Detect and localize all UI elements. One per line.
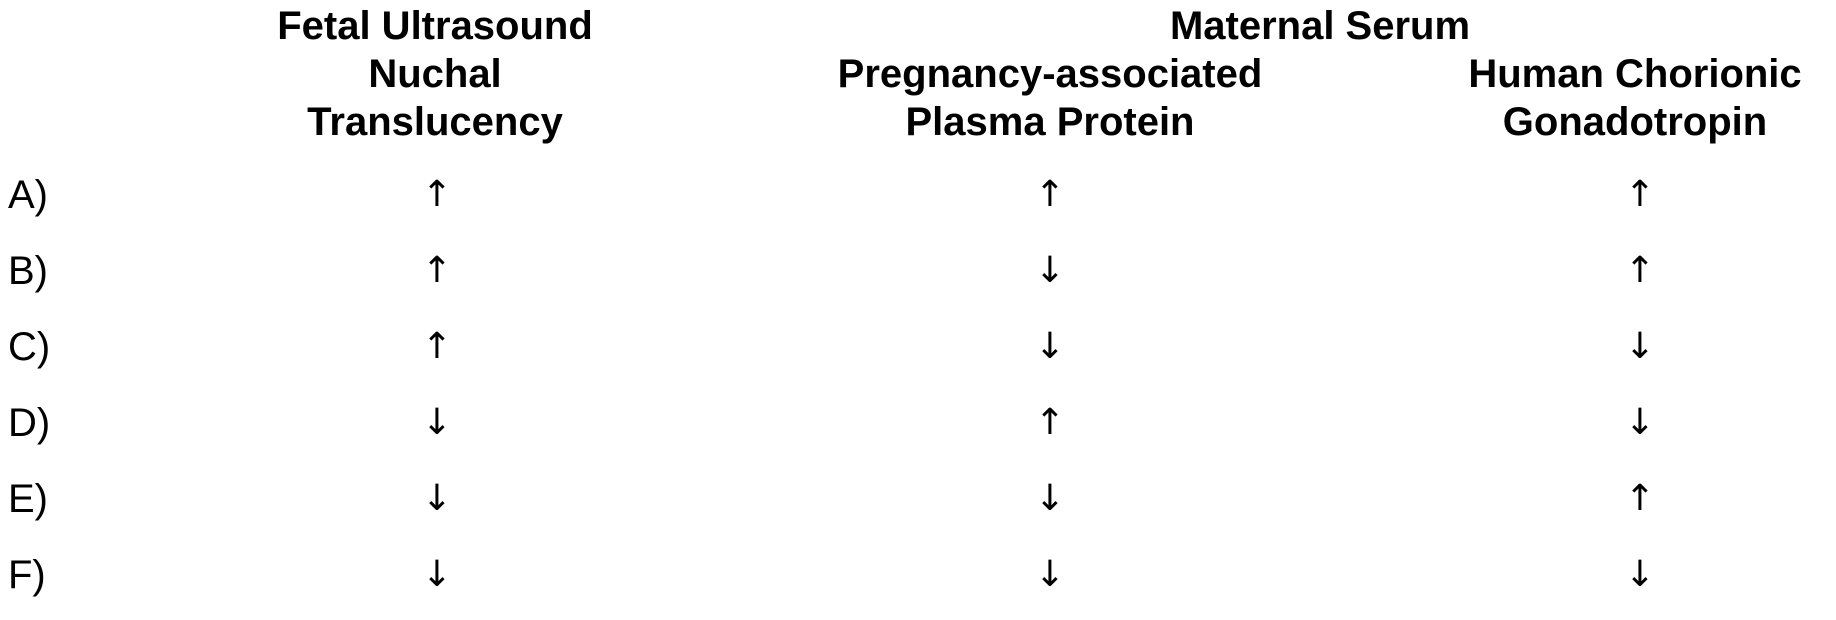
hcg-header: Human Chorionic Gonadotropin bbox=[1440, 50, 1830, 146]
answer-label: F) bbox=[8, 553, 46, 597]
nuchal-arrow-icon: ↓ bbox=[421, 478, 453, 519]
hcg-arrow-icon: ↓ bbox=[1624, 326, 1656, 367]
pappa-arrow-icon: ↓ bbox=[1034, 250, 1066, 291]
answer-row-f: F) ↓ ↓ ↓ bbox=[0, 537, 1836, 613]
answer-label: C) bbox=[8, 325, 51, 369]
pappa-arrow-icon: ↓ bbox=[1034, 554, 1066, 595]
fetal-header-line-1: Fetal Ultrasound bbox=[277, 4, 593, 48]
maternal-serum-header: Maternal Serum bbox=[1169, 4, 1471, 48]
nuchal-arrow-icon: ↑ bbox=[421, 174, 453, 215]
pappa-header-line-2: Plasma Protein bbox=[905, 100, 1195, 144]
pappa-arrow-icon: ↓ bbox=[1034, 326, 1066, 367]
answer-row-e: E) ↓ ↓ ↑ bbox=[0, 461, 1836, 537]
pappa-arrow-icon: ↓ bbox=[1034, 478, 1066, 519]
hcg-arrow-icon: ↑ bbox=[1624, 174, 1656, 215]
fetal-header-line-3: Translucency bbox=[307, 100, 563, 144]
answer-label: B) bbox=[8, 249, 48, 293]
hcg-arrow-icon: ↓ bbox=[1624, 554, 1656, 595]
hcg-header-line-1: Human Chorionic bbox=[1468, 52, 1802, 96]
answer-label: D) bbox=[8, 401, 51, 445]
nuchal-arrow-icon: ↑ bbox=[421, 250, 453, 291]
answer-label: E) bbox=[8, 477, 48, 521]
hcg-arrow-icon: ↓ bbox=[1624, 402, 1656, 443]
hcg-arrow-icon: ↑ bbox=[1624, 478, 1656, 519]
answer-row-c: C) ↑ ↓ ↓ bbox=[0, 309, 1836, 385]
answer-label: A) bbox=[8, 173, 48, 217]
answer-row-a: A) ↑ ↑ ↑ bbox=[0, 157, 1836, 233]
fetal-ultrasound-header: Fetal Ultrasound Nuchal Translucency bbox=[220, 2, 650, 146]
answer-row-b: B) ↑ ↓ ↑ bbox=[0, 233, 1836, 309]
hcg-arrow-icon: ↑ bbox=[1624, 250, 1656, 291]
hcg-header-line-2: Gonadotropin bbox=[1502, 100, 1768, 144]
nuchal-arrow-icon: ↑ bbox=[421, 326, 453, 367]
nuchal-arrow-icon: ↓ bbox=[421, 554, 453, 595]
pappa-arrow-icon: ↑ bbox=[1034, 174, 1066, 215]
fetal-header-line-2: Nuchal bbox=[368, 52, 502, 96]
pappa-header-line-1: Pregnancy-associated bbox=[837, 52, 1263, 96]
nuchal-arrow-icon: ↓ bbox=[421, 402, 453, 443]
pappa-arrow-icon: ↑ bbox=[1034, 402, 1066, 443]
answer-row-d: D) ↓ ↑ ↓ bbox=[0, 385, 1836, 461]
pappa-header: Pregnancy-associated Plasma Protein bbox=[800, 50, 1300, 146]
